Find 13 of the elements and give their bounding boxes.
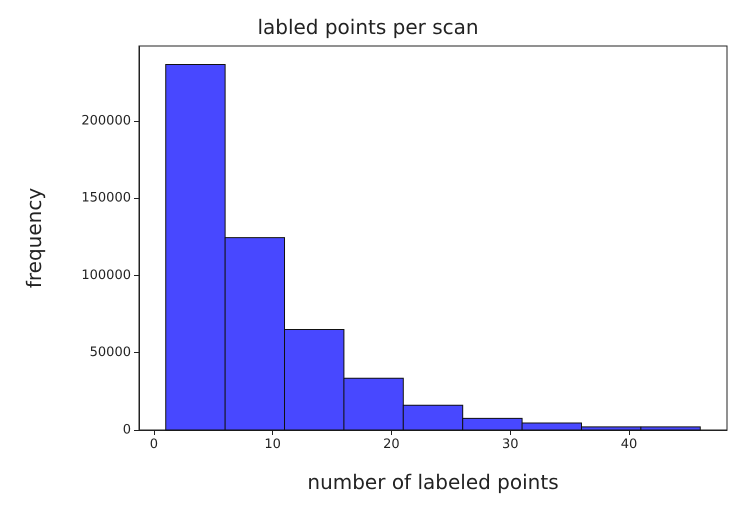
y-tick-label: 0 [122,422,131,438]
chart-title: labled points per scan [257,15,479,39]
x-axis-title: number of labeled points [307,470,559,494]
x-tick-label: 30 [502,437,518,452]
x-tick-label: 20 [383,437,400,452]
x-tick-label: 0 [150,437,158,452]
y-tick-label: 150000 [81,190,131,206]
y-tick-label: 200000 [81,113,131,128]
y-axis-title: frequency [22,188,46,288]
x-tick-label: 40 [620,437,638,452]
y-tick-label: 50000 [90,345,131,360]
y-tick-label: 100000 [81,268,131,283]
x-tick-label: 10 [264,437,281,452]
